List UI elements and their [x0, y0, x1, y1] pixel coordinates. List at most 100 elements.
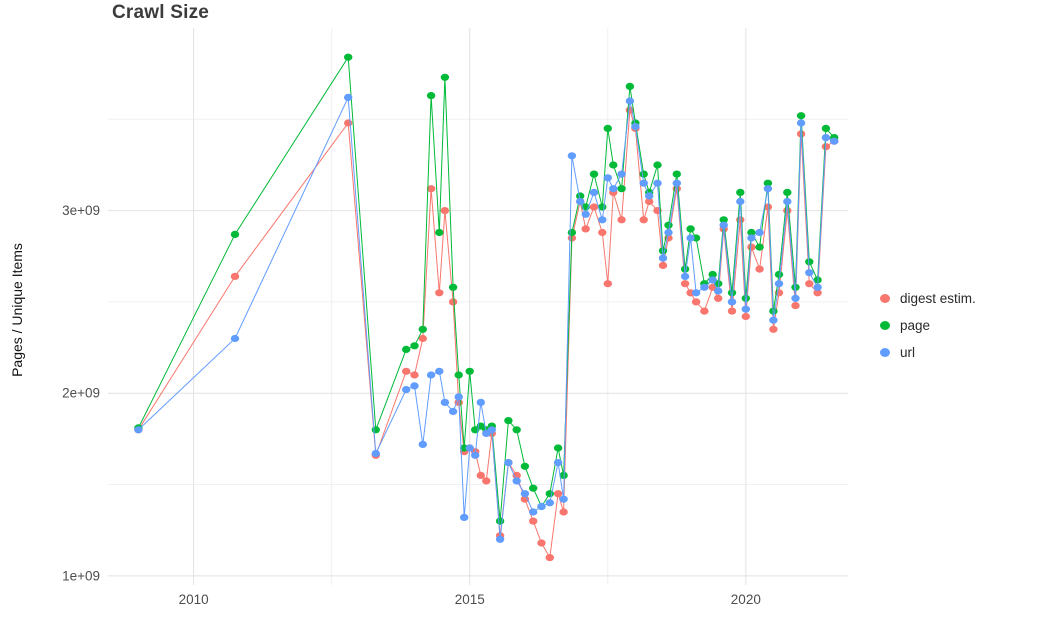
data-point: [796, 112, 806, 120]
data-point: [440, 398, 450, 406]
x-tick-label: 2015: [455, 592, 485, 607]
data-point: [609, 161, 618, 169]
legend-swatch-icon: [880, 348, 890, 357]
data-point: [344, 53, 353, 61]
data-point: [741, 305, 750, 313]
data-point: [796, 119, 806, 127]
data-point: [230, 334, 240, 343]
data-point: [581, 225, 590, 233]
data-point: [603, 124, 612, 132]
data-point: [700, 307, 709, 315]
data-point: [747, 234, 756, 242]
y-tick-label: 2e+09: [62, 386, 100, 401]
data-point: [617, 216, 626, 224]
data-point: [454, 393, 463, 401]
data-point: [700, 283, 709, 291]
data-point: [471, 451, 480, 459]
data-point: [567, 228, 577, 237]
data-point: [755, 228, 764, 237]
data-point: [680, 265, 690, 273]
data-point: [686, 234, 695, 242]
legend-item-url: url: [880, 339, 976, 366]
x-tick-label: 2010: [179, 592, 209, 607]
data-point: [664, 221, 673, 229]
data-point: [763, 179, 773, 187]
data-point: [774, 280, 784, 288]
data-point: [520, 462, 530, 470]
series-line: [137, 110, 835, 560]
data-point: [559, 471, 568, 479]
data-point: [476, 398, 485, 406]
data-point: [482, 477, 491, 485]
data-point: [589, 188, 599, 196]
data-point: [774, 270, 784, 279]
data-point: [448, 298, 458, 306]
data-point: [344, 119, 353, 127]
data-point: [512, 426, 521, 434]
data-point: [418, 334, 427, 343]
data-point: [691, 289, 701, 297]
data-point: [680, 272, 690, 280]
data-point: [672, 179, 681, 187]
data-point: [755, 265, 764, 273]
data-point: [653, 179, 662, 187]
data-point: [553, 490, 563, 498]
data-point: [631, 123, 640, 131]
data-point: [440, 207, 450, 215]
legend-swatch-icon: [880, 294, 890, 303]
data-point: [672, 170, 681, 178]
data-point: [426, 185, 436, 193]
data-point: [686, 225, 695, 233]
data-point: [504, 417, 513, 425]
data-point: [426, 92, 436, 100]
minor-gridlines: [108, 28, 848, 585]
data-point: [529, 508, 538, 516]
data-point: [755, 243, 764, 251]
y-tick-label: 1e+09: [62, 568, 100, 583]
data-point: [435, 367, 444, 375]
data-point: [805, 280, 814, 288]
data-point: [791, 302, 800, 310]
data-point: [763, 203, 773, 211]
data-point: [512, 477, 521, 485]
data-point: [658, 254, 668, 262]
data-point: [769, 316, 778, 324]
data-point: [821, 134, 831, 142]
legend-item-page: page: [880, 312, 976, 339]
data-point: [821, 124, 831, 132]
data-point: [402, 345, 411, 353]
data-point: [714, 287, 723, 295]
data-point: [559, 508, 568, 516]
data-point: [763, 185, 773, 193]
data-point: [639, 216, 648, 224]
legend-label: url: [900, 345, 916, 360]
legend-label: digest estim.: [900, 291, 976, 306]
data-point: [454, 371, 463, 379]
data-point: [576, 192, 585, 200]
data-point: [435, 228, 444, 237]
data-point: [821, 143, 831, 151]
data-point: [495, 517, 505, 525]
data-point: [603, 174, 612, 182]
data-point: [487, 426, 496, 434]
data-point: [559, 495, 568, 503]
data-point: [639, 170, 648, 178]
data-point: [448, 407, 458, 416]
data-point: [598, 228, 607, 237]
data-point: [460, 513, 469, 522]
data-point: [418, 325, 427, 333]
data-point: [719, 216, 728, 224]
data-point: [609, 185, 618, 193]
legend-item-digest-estim-: digest estim.: [880, 285, 976, 312]
data-point: [783, 197, 792, 206]
series-line: [138, 95, 835, 540]
data-point: [545, 490, 554, 498]
data-point: [529, 517, 538, 525]
data-point: [747, 228, 756, 237]
data-point: [230, 230, 240, 238]
data-point: [736, 197, 745, 206]
data-point: [727, 289, 737, 297]
y-tick-label: 3e+09: [62, 203, 100, 218]
data-point: [791, 294, 800, 302]
